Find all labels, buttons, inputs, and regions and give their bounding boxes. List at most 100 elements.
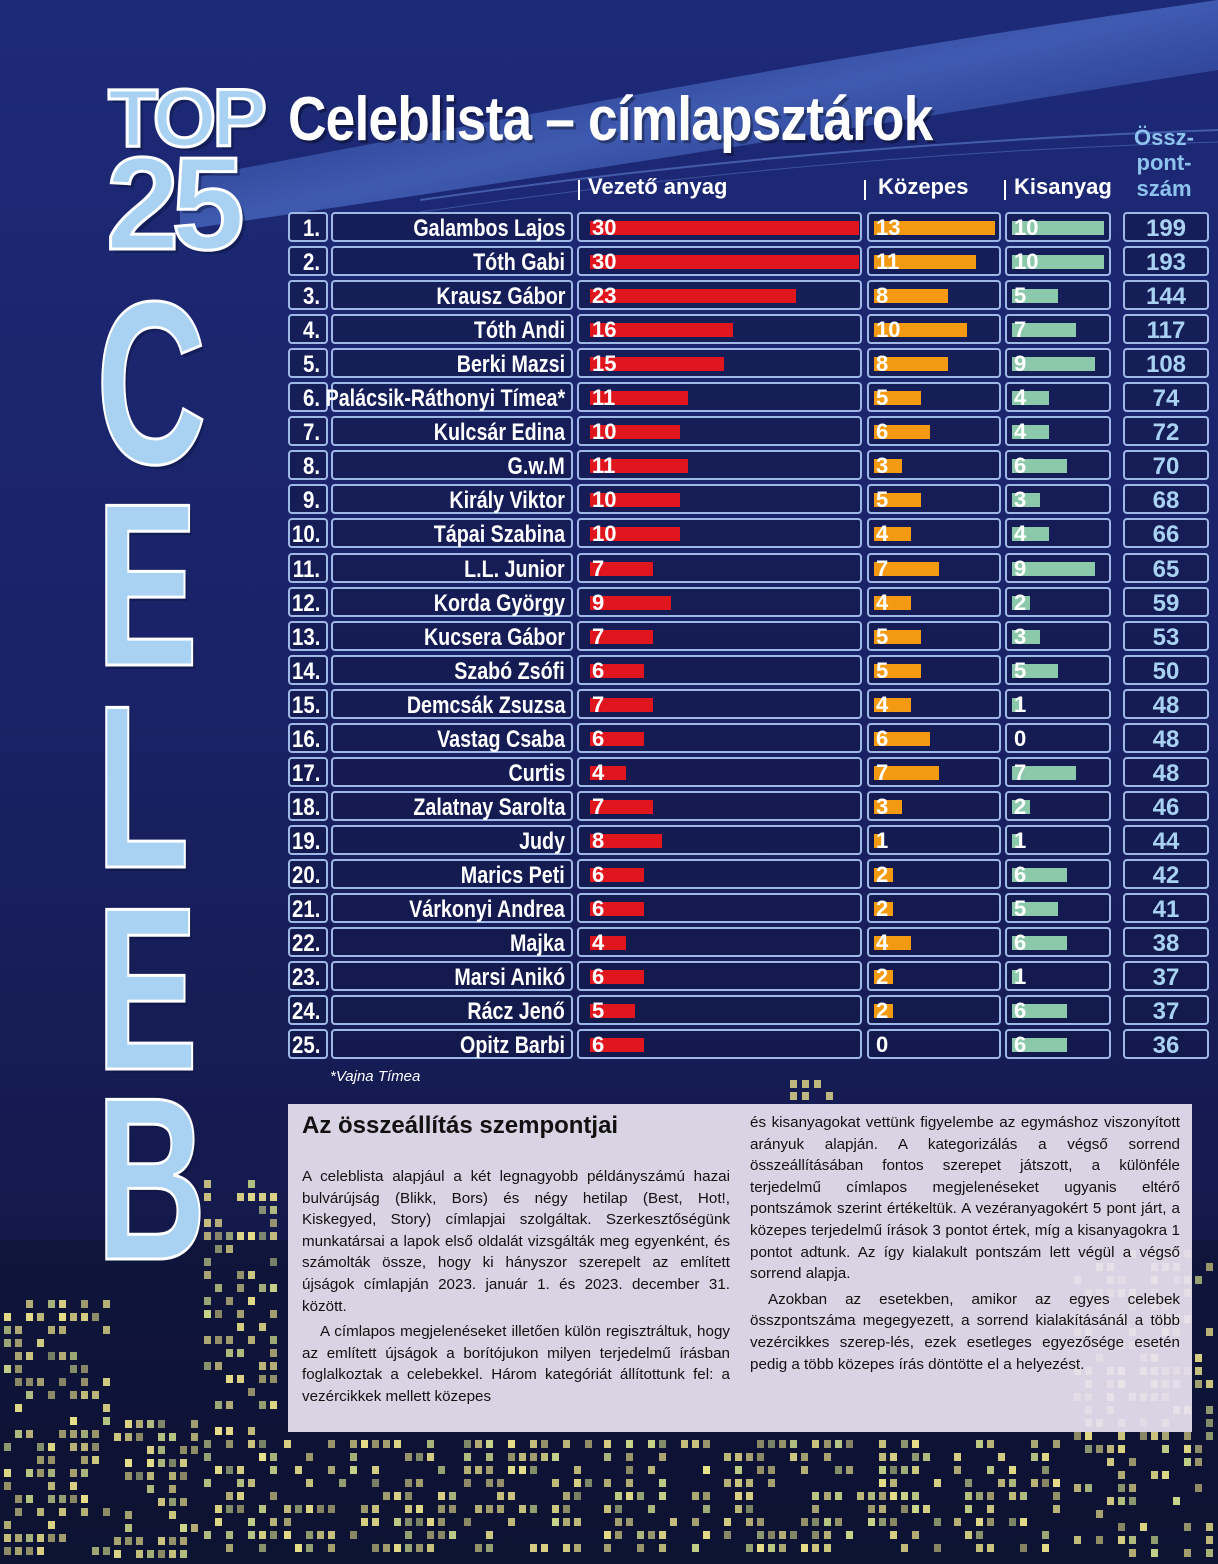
small-value: 7 [1014,760,1027,785]
total-score: 37 [1152,964,1180,991]
total-cell: 37 [1123,961,1209,991]
window-light [48,1352,55,1360]
medium-value: 3 [876,453,889,478]
lead-value: 6 [592,896,605,921]
total-header-line: Össz- [1134,125,1194,150]
window-light [1195,1276,1202,1284]
window-light [1053,1440,1060,1448]
window-light [270,1518,277,1526]
window-light [1195,1445,1202,1453]
medium-cell: 6 [867,723,1001,753]
rank-label: 1. [302,215,320,242]
window-light [1195,1354,1202,1362]
window-light [746,1453,753,1461]
name-cell: Rácz Jenő [331,995,573,1025]
window-light [70,1482,77,1490]
medium-bar [874,596,911,610]
lead-bar [590,834,662,848]
celebrity-name: Korda György [433,590,565,617]
window-light [626,1492,633,1500]
window-light [879,1518,886,1526]
medium-value: 5 [876,624,889,649]
window-light [26,1547,33,1555]
window-light [427,1440,434,1448]
window-light [180,1459,187,1467]
celebrity-name: Krausz Gábor [435,283,565,310]
window-light [659,1531,666,1539]
rank-label: 10. [291,521,320,548]
lead-cell: 8 [577,825,862,855]
celebrity-name: Szabó Zsófi [454,658,565,685]
total-score: 65 [1152,556,1180,583]
window-light [4,1547,11,1555]
window-light [486,1479,493,1487]
window-light [1206,1523,1213,1531]
lead-bar [590,732,644,746]
small-cell: 5 [1005,655,1111,685]
medium-bar [874,527,911,541]
window-light [15,1430,22,1438]
window-light [81,1495,88,1503]
rank-label: 2. [302,249,320,276]
window-light [585,1440,592,1448]
window-light [15,1534,22,1542]
celeb-letter-l: L [95,658,191,917]
window-light [147,1472,154,1480]
window-light [394,1544,401,1552]
window-light [890,1531,897,1539]
window-light [169,1472,176,1480]
window-light [519,1453,526,1461]
total-cell: 65 [1123,553,1209,583]
total-cell: 42 [1123,859,1209,889]
window-light [868,1518,875,1526]
window-light [1042,1544,1049,1552]
window-light [259,1531,266,1539]
window-light [508,1453,515,1461]
rank-cell: 7. [288,416,328,446]
window-light [692,1492,699,1500]
window-light [103,1508,110,1516]
small-cell: 5 [1005,280,1111,310]
window-light [405,1505,412,1513]
window-light [1096,1445,1103,1453]
medium-bar [874,936,911,950]
window-light [824,1453,831,1461]
small-value: 5 [1014,283,1027,308]
window-light [204,1336,211,1344]
window-light [1195,1367,1202,1375]
lead-cell: 6 [577,893,862,923]
lead-cell: 15 [577,348,862,378]
lead-bar [590,902,644,916]
window-light [812,1518,819,1526]
window-light [934,1518,941,1526]
window-light [270,1453,277,1461]
rank-cell: 8. [288,450,328,480]
window-light [26,1300,33,1308]
medium-value: 5 [876,487,889,512]
window-light [125,1511,132,1519]
window-light [15,1508,22,1516]
window-light [317,1505,324,1513]
window-light [147,1420,154,1428]
window-light [270,1375,277,1383]
window-light [497,1479,504,1487]
medium-cell: 0 [867,1029,1001,1059]
window-light [879,1479,886,1487]
window-light [125,1433,132,1441]
total-score: 53 [1152,624,1180,651]
window-light [1206,1432,1213,1440]
window-light [954,1466,961,1474]
window-light [237,1271,244,1279]
window-light [114,1433,121,1441]
celebrity-name: Marics Peti [461,862,565,889]
total-cell: 199 [1123,212,1209,242]
name-cell: Galambos Lajos [331,212,573,242]
window-light [659,1440,666,1448]
window-light [801,1544,808,1552]
lead-value: 11 [592,453,616,478]
rank-label: 25. [291,1032,320,1059]
window-light [541,1544,548,1552]
celebrity-name: G.w.M [507,453,565,480]
column-header-medium: Közepes [878,174,969,199]
window-light [1085,1432,1092,1440]
